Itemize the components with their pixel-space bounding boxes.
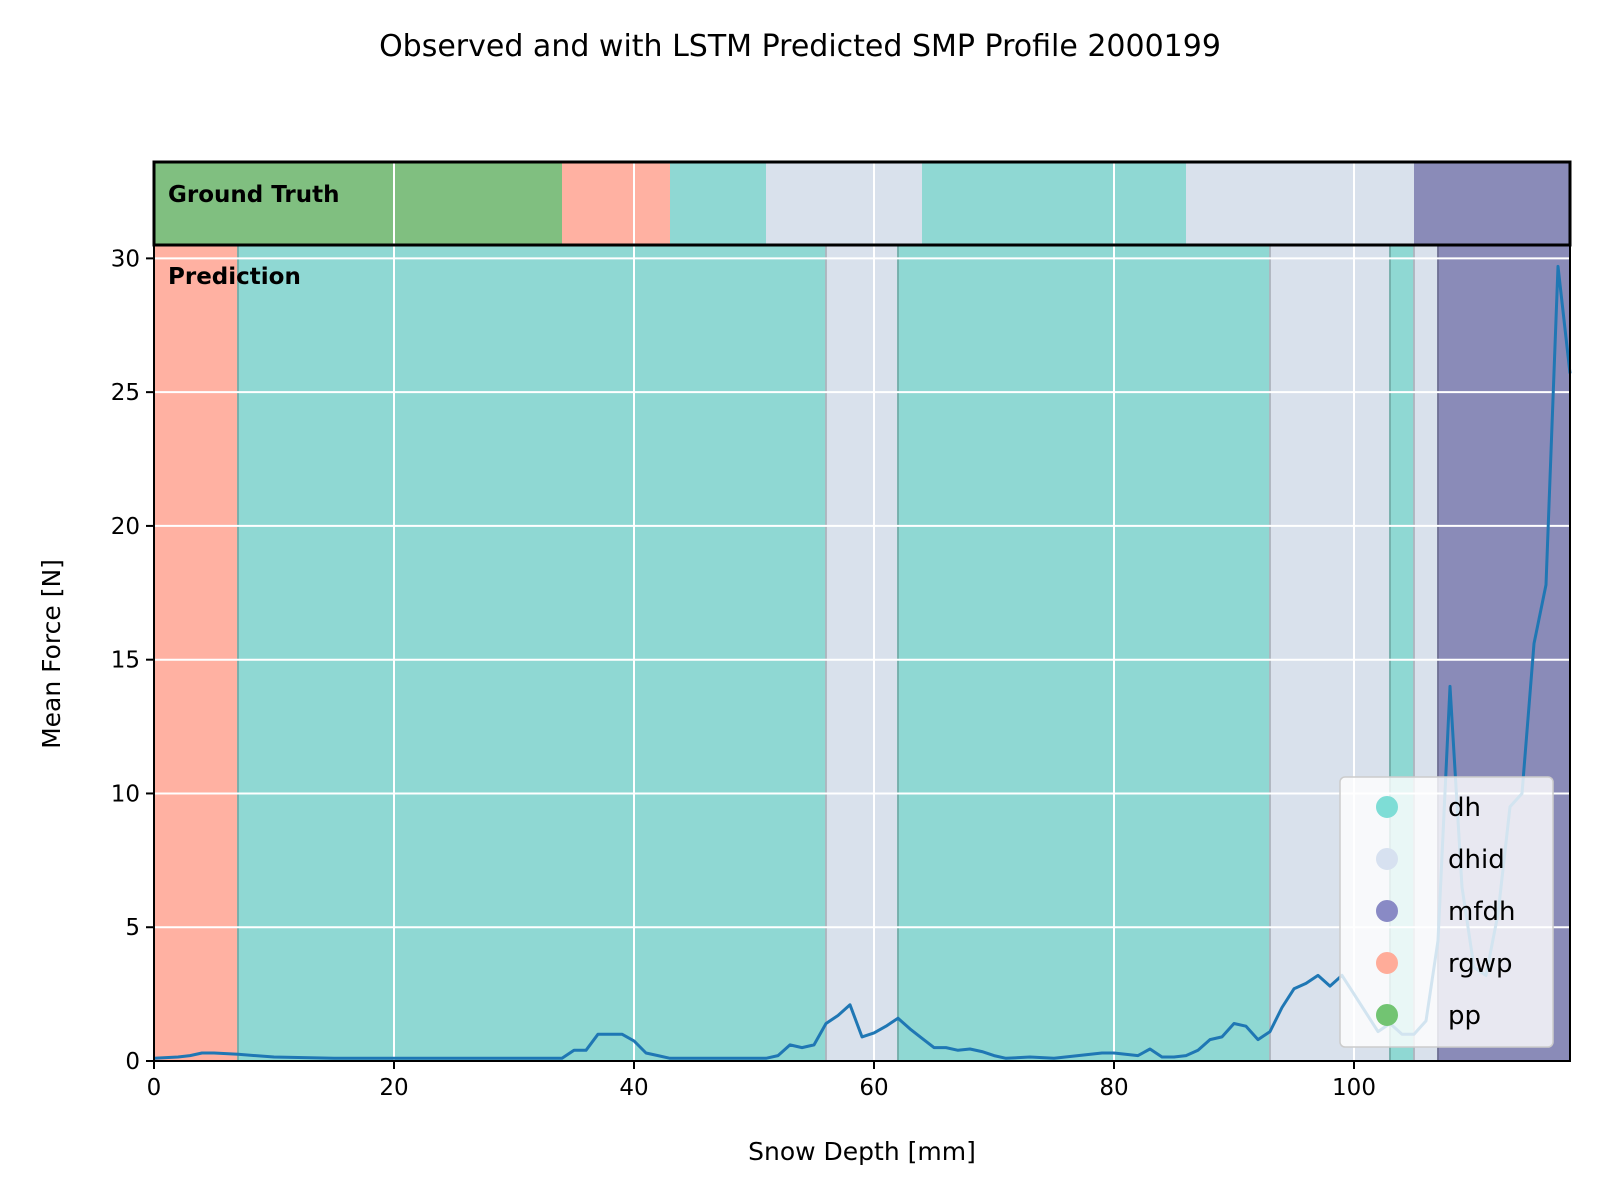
ground-truth-segment-pp xyxy=(154,162,562,245)
ground-truth-segment-dh xyxy=(670,162,766,245)
y-tick-label: 20 xyxy=(111,514,140,540)
legend-marker-rgwp xyxy=(1376,952,1398,974)
x-tick-label: 0 xyxy=(147,1075,162,1101)
prediction-segment-dh xyxy=(238,245,826,1061)
y-tick-label: 30 xyxy=(111,246,140,272)
y-tick-label: 15 xyxy=(111,648,140,674)
y-tick-label: 10 xyxy=(111,781,140,807)
legend-label-dhid: dhid xyxy=(1448,845,1505,875)
ground-truth-band xyxy=(154,162,1570,245)
ground-truth-label: Ground Truth xyxy=(168,182,340,208)
prediction-label: Prediction xyxy=(168,264,301,290)
legend-label-pp: pp xyxy=(1448,1001,1481,1031)
legend-marker-pp xyxy=(1376,1004,1398,1026)
legend-marker-mfdh xyxy=(1376,900,1398,922)
plot-frame xyxy=(153,244,1571,1062)
legend-label-rgwp: rgwp xyxy=(1448,949,1513,979)
ground-truth-segment-dhid xyxy=(766,162,922,245)
legend-marker-dhid xyxy=(1376,848,1398,870)
legend: dh dhid mfdh rgwp pp xyxy=(1339,776,1554,1048)
x-tick-label: 60 xyxy=(859,1075,888,1101)
ground-truth-segment-dhid xyxy=(1186,162,1414,245)
y-tick-label: 0 xyxy=(125,1049,140,1075)
ground-truth-segment-rgwp xyxy=(562,162,670,245)
x-tick-label: 80 xyxy=(1099,1075,1128,1101)
legend-marker-dh xyxy=(1376,796,1398,818)
x-tick-label: 40 xyxy=(619,1075,648,1101)
y-axis-label: Mean Force [N] xyxy=(37,559,66,749)
legend-label-dh: dh xyxy=(1448,793,1481,823)
chart-title: Observed and with LSTM Predicted SMP Pro… xyxy=(379,29,1221,64)
x-tick-label: 20 xyxy=(379,1075,408,1101)
ground-truth-segment-dh xyxy=(922,162,1186,245)
prediction-segment-dhid xyxy=(826,245,898,1061)
axes: 0 20 40 60 80 100 0 5 10 15 20 25 30 xyxy=(111,160,1572,1101)
legend-box xyxy=(1339,776,1554,1048)
y-tick-label: 5 xyxy=(125,915,140,941)
x-axis-label: Snow Depth [mm] xyxy=(748,1137,976,1166)
prediction-segment-rgwp xyxy=(154,245,238,1061)
y-tick-label: 25 xyxy=(111,380,140,406)
x-tick-label: 100 xyxy=(1332,1075,1376,1101)
legend-label-mfdh: mfdh xyxy=(1448,897,1515,927)
ground-truth-segment-mfdh xyxy=(1414,162,1570,245)
prediction-segment-dh xyxy=(898,245,1270,1061)
